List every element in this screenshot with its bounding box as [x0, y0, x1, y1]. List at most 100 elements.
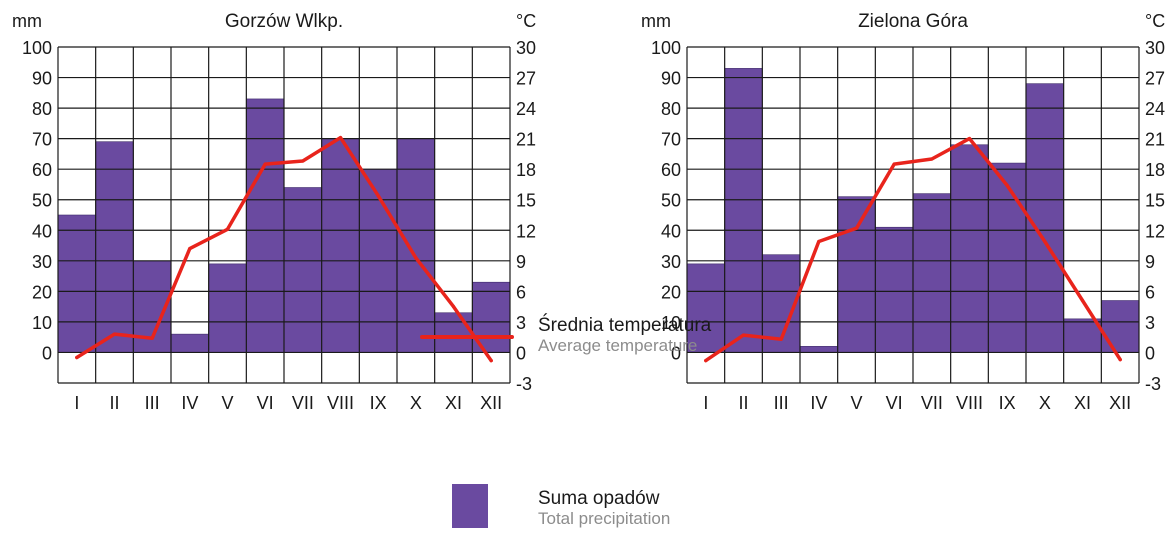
right-tick-label: 15	[1145, 191, 1165, 211]
left-tick-label: 90	[32, 69, 52, 89]
temperature-point	[741, 333, 746, 337]
left-tick-label: 50	[32, 191, 52, 211]
right-tick-label: 24	[1145, 99, 1165, 119]
month-label: VI	[886, 393, 903, 413]
temperature-point	[376, 194, 380, 198]
temperature-point	[150, 336, 154, 340]
precipitation-bar	[170, 333, 209, 353]
temperature-point	[930, 157, 934, 161]
temperature-point	[1005, 183, 1009, 188]
left-tick-label: 100	[651, 38, 681, 58]
precipitation-bar	[57, 214, 96, 353]
left-tick-label: 30	[661, 252, 681, 272]
month-label: V	[221, 393, 233, 413]
temperature-line	[75, 135, 493, 363]
temperature-point	[338, 136, 343, 140]
temperature-point	[854, 226, 859, 230]
left-tick-label: 10	[32, 313, 52, 333]
month-label: IV	[181, 393, 198, 413]
temperature-point	[1043, 239, 1047, 244]
right-tick-label: 3	[516, 313, 526, 333]
right-tick-label: 21	[1145, 130, 1165, 150]
legend-precipitation-label: Suma opadów	[538, 488, 660, 509]
month-label: VII	[292, 393, 314, 413]
month-label: VIII	[327, 393, 354, 413]
month-label: III	[145, 393, 160, 413]
right-tick-label: 30	[516, 38, 536, 58]
right-tick-label: 6	[516, 282, 526, 302]
right-tick-label: 30	[1145, 38, 1165, 58]
month-label: X	[410, 393, 422, 413]
legend-precipitation-label-en: Total precipitation	[538, 509, 671, 528]
month-label: XI	[1074, 393, 1091, 413]
right-tick-label: 9	[516, 252, 526, 272]
month-label: III	[774, 393, 789, 413]
temperature-point	[225, 227, 230, 231]
month-label: IV	[810, 393, 827, 413]
left-tick-label: 50	[661, 191, 681, 211]
right-tick-label: 27	[516, 69, 536, 89]
temperature-point	[967, 137, 972, 141]
precipitation-bar	[799, 346, 838, 353]
month-label: II	[109, 393, 119, 413]
temperature-point	[1118, 357, 1122, 362]
right-tick-label: 12	[1145, 221, 1165, 241]
temperature-line	[704, 136, 1122, 363]
precipitation-bar	[95, 141, 134, 353]
month-label: XII	[480, 393, 502, 413]
month-label: I	[74, 393, 79, 413]
left-tick-label: 90	[661, 69, 681, 89]
left-tick-label: 80	[661, 99, 681, 119]
temperature-point	[414, 256, 418, 260]
left-tick-label: 40	[661, 221, 681, 241]
temperature-point	[451, 305, 456, 309]
left-tick-label: 60	[32, 160, 52, 180]
month-label: VIII	[956, 393, 983, 413]
precipitation-bar	[1025, 83, 1064, 353]
precipitation-bar	[321, 138, 360, 353]
left-tick-label: 20	[661, 282, 681, 302]
right-tick-label: 12	[516, 221, 536, 241]
legend-precipitation-swatch	[452, 484, 488, 528]
left-tick-label: 0	[671, 343, 681, 363]
month-label: XI	[445, 393, 462, 413]
legend-precipitation: Suma opadów Total precipitation	[538, 488, 670, 528]
precipitation-bar	[950, 144, 989, 353]
right-tick-label: 0	[516, 343, 526, 363]
legend-temperature-label-en: Average temperature	[538, 336, 698, 355]
month-label: V	[850, 393, 862, 413]
right-tick-label: 24	[516, 99, 536, 119]
right-tick-label: 18	[1145, 160, 1165, 180]
precipitation-bar	[246, 98, 285, 353]
temperature-point	[263, 162, 267, 166]
right-tick-label: 6	[1145, 282, 1155, 302]
precipitation-bar	[434, 312, 473, 353]
temperature-point	[489, 359, 493, 363]
temperature-point	[1080, 298, 1085, 303]
month-label: II	[738, 393, 748, 413]
left-tick-label: 0	[42, 343, 52, 363]
month-label: IX	[370, 393, 387, 413]
precipitation-bar	[1063, 318, 1102, 353]
left-tick-label: 40	[32, 221, 52, 241]
month-label: VII	[921, 393, 943, 413]
left-tick-label: 70	[661, 130, 681, 150]
right-tick-label: 0	[1145, 343, 1155, 363]
left-axis-unit: mm	[641, 11, 671, 31]
left-tick-label: 100	[22, 38, 52, 58]
temperature-point	[188, 247, 192, 251]
temperature-point	[779, 337, 783, 341]
precipitation-bar	[208, 263, 247, 353]
left-axis-unit: mm	[12, 11, 42, 31]
precipitation-bar	[1101, 300, 1140, 353]
temperature-point	[112, 332, 117, 336]
right-tick-label: 9	[1145, 252, 1155, 272]
chart-title: Gorzów Wlkp.	[225, 11, 343, 32]
month-label: IX	[999, 393, 1016, 413]
chart-title: Zielona Góra	[858, 11, 968, 32]
precipitation-bar	[837, 196, 876, 353]
precipitation-bar	[724, 68, 763, 353]
month-label: I	[703, 393, 708, 413]
left-tick-label: 80	[32, 99, 52, 119]
left-tick-label: 20	[32, 282, 52, 302]
